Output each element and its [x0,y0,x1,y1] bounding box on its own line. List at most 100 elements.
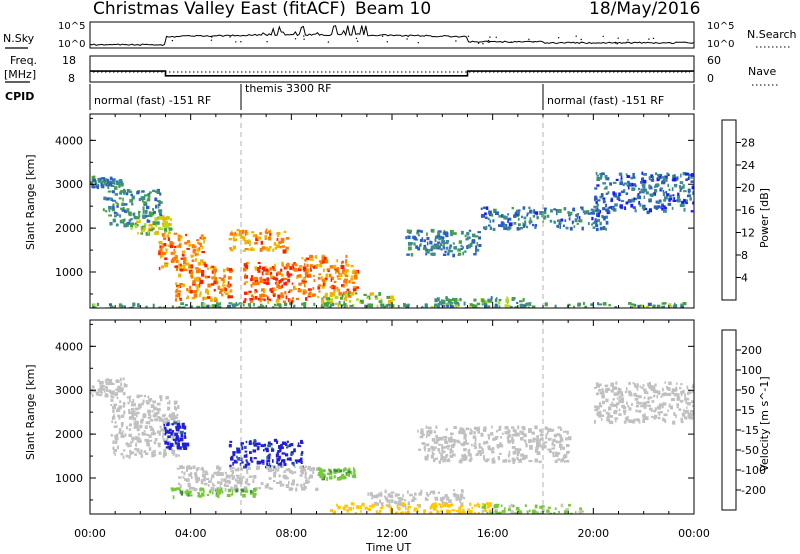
velocity-cell [481,502,484,506]
velocity-cell [420,489,423,494]
power-cell [136,191,140,195]
velocity-cell [335,469,338,473]
power-cell [148,231,150,236]
velocity-cell [232,462,234,466]
power-cell [643,207,648,210]
power-cell [628,199,632,203]
velocity-cell [398,499,401,504]
velocity-cell [319,474,322,478]
power-cell [280,295,285,299]
velocity-cell [179,484,182,489]
power-cell [164,217,168,221]
power-cell [195,284,197,288]
velocity-cell [634,385,638,389]
power-cell [601,214,604,218]
power-cell [468,229,472,232]
power-cell [278,303,282,307]
velocity-cell [507,433,511,437]
velocity-cell [128,411,132,415]
velocity-cell [304,475,307,479]
power-cell [599,221,602,226]
power-cell [341,284,345,288]
velocity-cell [168,446,172,451]
velocity-cell [130,441,132,444]
velocity-cell [360,510,362,513]
power-cell [209,305,213,308]
velocity-cell [164,426,167,430]
velocity-cell [458,497,463,501]
power-cell [662,302,667,305]
power-cell [178,290,181,293]
velocity-cell [628,407,632,411]
power-cell [336,269,340,273]
power-cell [518,228,521,231]
power-cell [666,193,670,197]
power-cell [342,268,345,273]
velocity-cell [440,453,443,457]
power-cell [436,246,440,250]
cpid-label: CPID [5,90,34,103]
power-cell [274,263,276,268]
velocity-cell [342,469,345,473]
power-cell [555,209,558,213]
velocity-cell [429,511,433,514]
velocity-cell [450,435,453,439]
velocity-cell [156,402,161,406]
power-cell [594,198,596,202]
velocity-cell [138,406,141,410]
velocity-cell [618,395,621,399]
velocity-cell [134,407,139,411]
velocity-cell [113,403,118,406]
velocity-cell [619,388,622,392]
power-cell [665,191,667,194]
power-cell [97,180,102,183]
velocity-cell [169,428,172,432]
velocity-cell [271,447,273,450]
power-cell [343,279,348,284]
velocity-cell [318,468,323,472]
freq-trace [90,70,694,77]
power-cell [159,249,163,253]
power-cell [177,235,182,240]
velocity-cell [626,416,629,420]
power-cell [247,291,249,295]
power-cell [105,197,110,201]
velocity-cell [379,499,381,504]
velocity-cell [171,430,174,433]
velocity-cell [265,448,269,453]
power-cell [124,223,129,227]
velocity-cell [168,414,171,418]
velocity-cell [550,428,555,432]
velocity-cell [114,392,117,397]
power-cell [510,306,513,308]
power-cell [679,203,684,207]
velocity-cell [436,509,439,514]
power-cell [597,218,600,222]
power-cell [388,299,392,304]
power-cell [184,304,188,307]
power-cell [278,281,281,285]
power-cell [345,259,348,263]
power-cell [486,206,489,210]
power-cell [284,303,287,306]
power-cell [355,292,358,295]
velocity-cell [676,403,680,406]
velocity-cell [446,453,449,457]
velocity-cell [351,502,355,506]
velocity-cell [453,426,457,429]
power-cell [137,232,139,235]
power-cell [199,293,201,298]
power-cell [175,282,178,285]
power-cell [599,173,603,178]
power-cell [115,201,118,204]
power-cell [542,220,544,223]
velocity-cell [426,433,430,436]
velocity-cell [536,435,539,439]
velocity-cell [240,478,243,482]
power-cell [275,298,280,303]
velocity-ytick-label: 2000 [55,428,83,441]
velocity-cell [494,435,499,439]
power-cell [653,305,656,308]
power-cell [255,234,258,238]
